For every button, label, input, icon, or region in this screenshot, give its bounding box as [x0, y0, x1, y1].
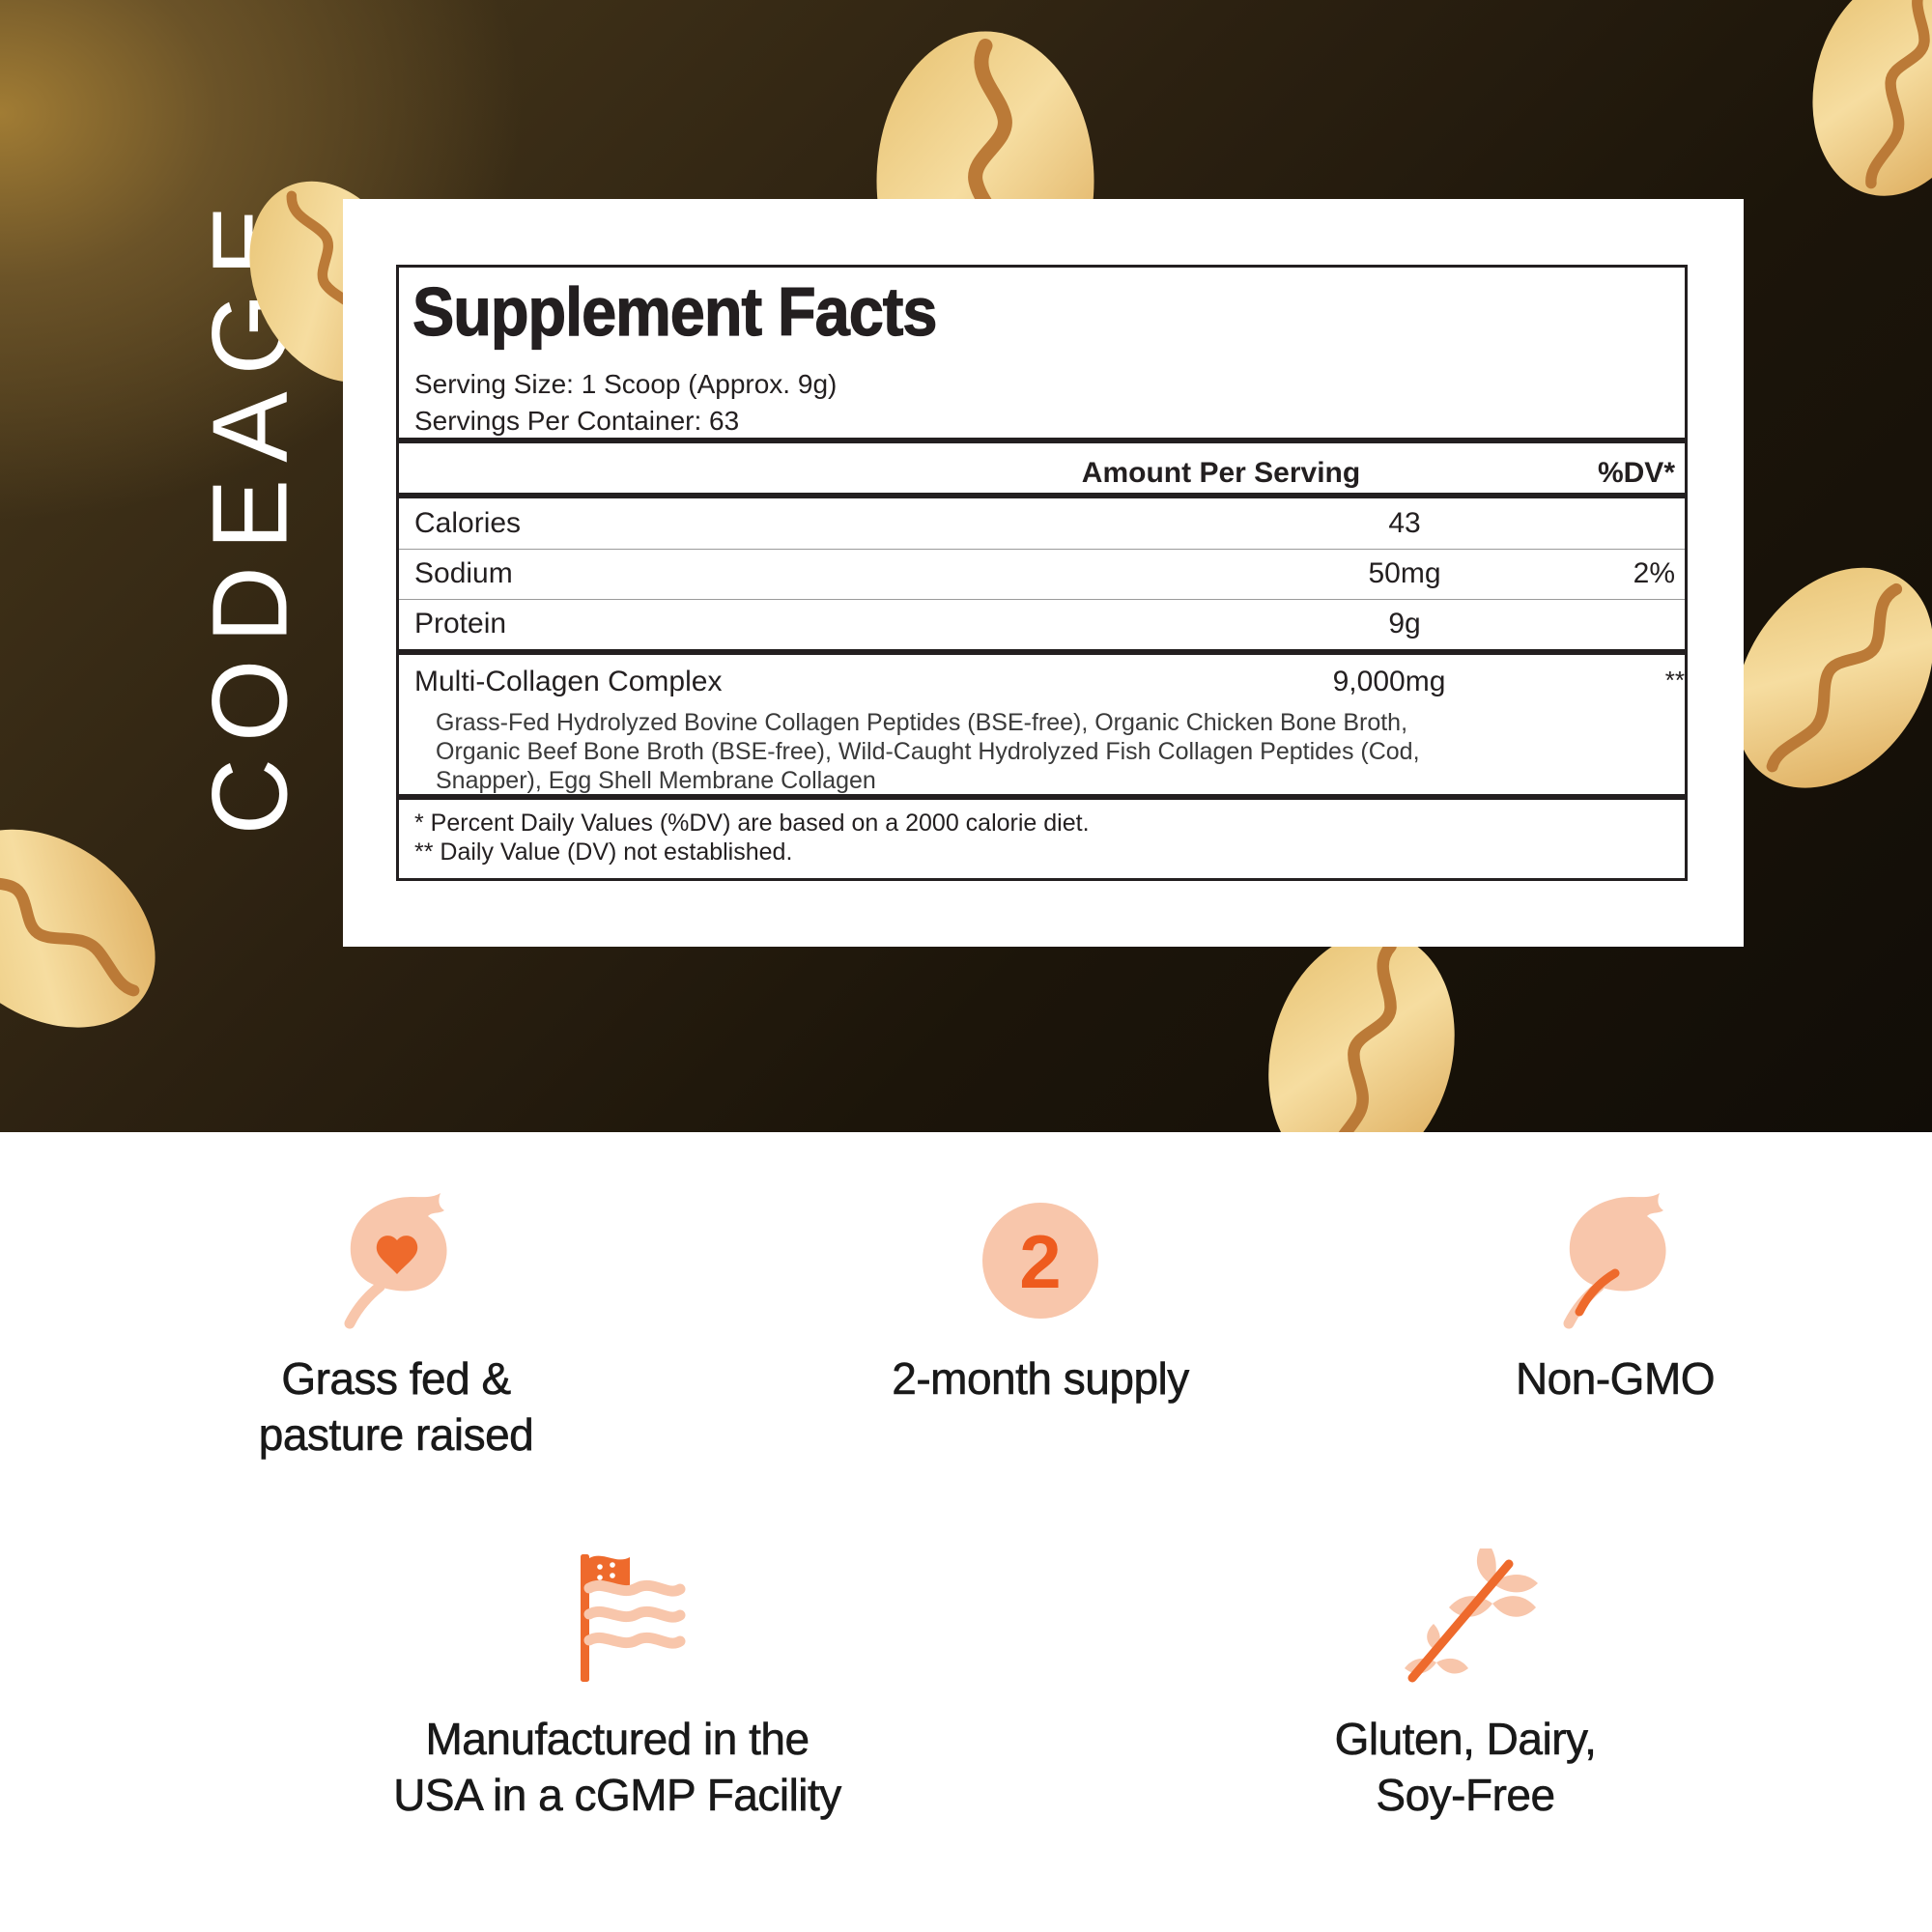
svg-text:2: 2	[1019, 1219, 1061, 1304]
